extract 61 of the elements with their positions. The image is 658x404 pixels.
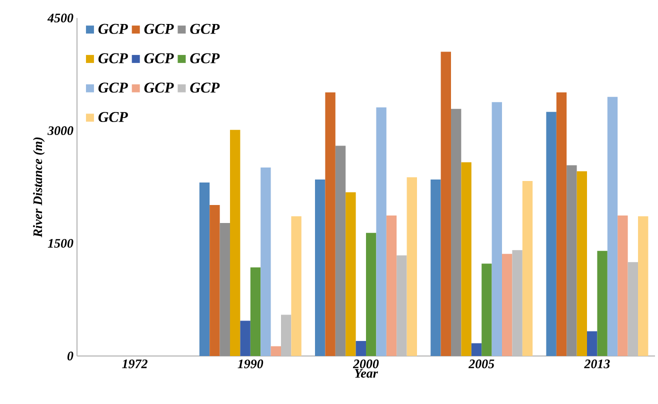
bar: [396, 255, 407, 356]
legend-label: GCP: [144, 53, 174, 64]
legend-label: GCP: [98, 24, 128, 34]
y-tick-label: 3000: [47, 126, 74, 136]
x-tick-label: 2013: [584, 360, 610, 368]
bar: [556, 92, 567, 356]
x-tick-label: 1972: [122, 360, 148, 368]
bar: [325, 92, 336, 356]
bar: [628, 262, 638, 356]
bar: [482, 264, 492, 356]
bar: [638, 216, 648, 356]
bar: [440, 52, 452, 356]
bar: [230, 130, 240, 356]
bar: [492, 102, 502, 356]
x-axis-title: Year: [354, 369, 378, 378]
bar: [220, 223, 230, 356]
bar: [210, 205, 220, 356]
legend-label: GCP: [144, 24, 174, 34]
bar: [607, 96, 618, 356]
bar: [376, 107, 386, 356]
legend-label: GCP: [190, 24, 220, 34]
bar: [366, 232, 376, 356]
bar: [260, 167, 271, 356]
bar: [291, 216, 302, 356]
legend-label: GCP: [190, 82, 220, 93]
bar: [406, 177, 418, 356]
bar: [199, 182, 210, 356]
bar: [461, 162, 472, 356]
bar: [281, 314, 292, 356]
bar: [240, 320, 250, 356]
legend-label: GCP: [98, 53, 128, 64]
legend-label: GCP: [144, 82, 174, 93]
bar: [270, 346, 282, 356]
legend-label: GCP: [98, 82, 128, 93]
y-tick-label: 4500: [47, 14, 74, 22]
x-tick-label: 2000: [352, 360, 379, 368]
bar: [576, 171, 588, 356]
bar: [335, 146, 346, 356]
bar: [566, 165, 577, 356]
bar: [346, 192, 356, 356]
bar: [546, 112, 556, 356]
bar: [522, 180, 533, 356]
y-tick-label: 1500: [48, 238, 74, 248]
legend-label: GCP: [98, 112, 128, 122]
bar: [430, 179, 441, 356]
bar: [597, 250, 608, 356]
y-tick-label: 0: [67, 352, 74, 360]
bar: [587, 331, 598, 356]
bar: [502, 254, 512, 356]
bar: [618, 216, 628, 356]
bar: [512, 250, 522, 356]
y-axis-title: River Distance (m): [33, 137, 45, 238]
bar: [451, 108, 462, 356]
legend-label: GCP: [190, 53, 220, 64]
bar: [471, 343, 482, 356]
x-tick-label: 2005: [468, 360, 494, 368]
x-tick-label: 1990: [238, 360, 264, 368]
bar: [356, 340, 366, 356]
bar: [386, 216, 397, 356]
bar: [315, 179, 326, 356]
bar: [250, 267, 261, 356]
